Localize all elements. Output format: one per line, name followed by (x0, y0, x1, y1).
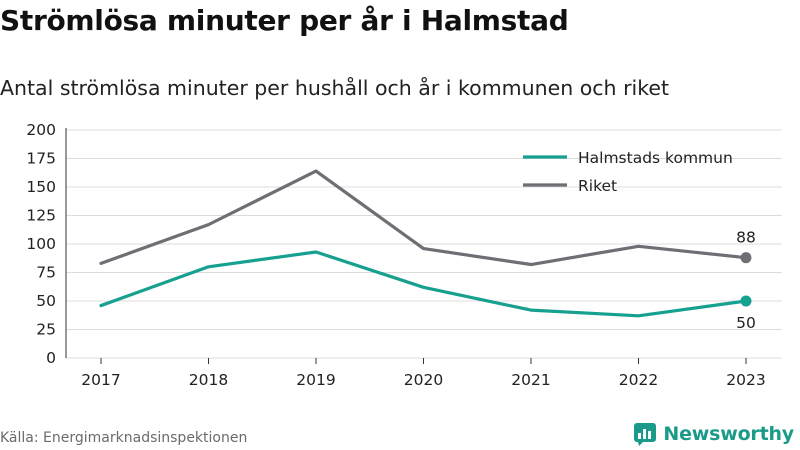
brand-name: Newsworthy (663, 423, 794, 445)
x-tick-label: 2018 (189, 371, 228, 389)
newsworthy-logo-icon (634, 423, 657, 446)
chart-subtitle: Antal strömlösa minuter per hushåll och … (0, 76, 669, 100)
y-tick-label: 100 (26, 235, 56, 253)
line-chart: 0 25 50 75 100 125 150 175 200 2017 2018 2019 2020 20… (26, 121, 782, 389)
legend-label: Halmstads kommun (578, 149, 733, 167)
x-tick-label: 2019 (296, 371, 335, 389)
y-tick-label: 50 (36, 292, 56, 310)
x-tick-label: 2020 (404, 371, 443, 389)
legend-label: Riket (578, 177, 617, 195)
series-end-marker (740, 252, 752, 264)
brand-logo: Newsworthy (633, 420, 794, 448)
x-tick-label: 2021 (511, 371, 550, 389)
x-tick-label: 2023 (726, 371, 765, 389)
series-end-label: 88 (736, 229, 756, 247)
x-tick-label: 2017 (81, 371, 120, 389)
y-tick-label: 25 (36, 321, 56, 339)
series-end-label: 50 (736, 314, 756, 332)
x-tick-label: 2022 (619, 371, 658, 389)
series-line-halmstad (99, 250, 748, 318)
y-tick-label: 125 (26, 207, 56, 225)
y-tick-label: 175 (26, 150, 56, 168)
y-tick-label: 0 (46, 349, 56, 367)
chart-title: Strömlösa minuter per år i Halmstad (0, 4, 569, 37)
y-tick-label: 150 (26, 178, 56, 196)
source-note: Källa: Energimarknadsinspektionen (0, 430, 248, 446)
y-tick-label: 200 (26, 121, 56, 139)
y-tick-label: 75 (36, 264, 56, 282)
series-line-riket (99, 169, 748, 267)
series-end-marker (740, 295, 752, 307)
